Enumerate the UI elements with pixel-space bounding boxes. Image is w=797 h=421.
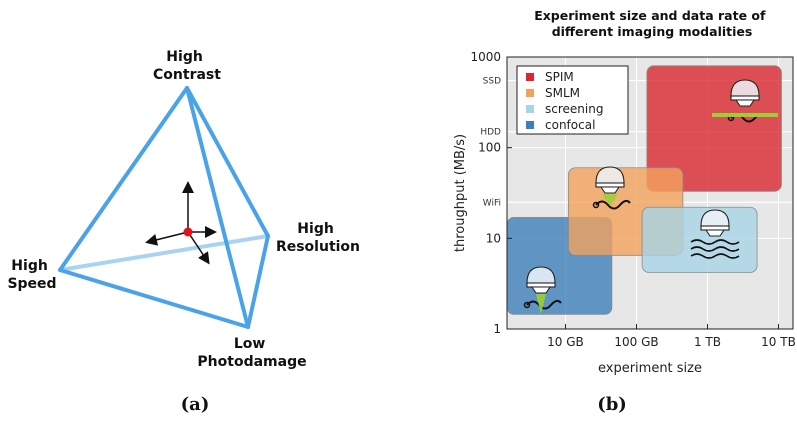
label-high-speed: High Speed	[7, 258, 56, 292]
label-top-1: High	[166, 49, 203, 65]
objective-tip	[704, 229, 726, 237]
label-bottom-1: Low	[234, 336, 266, 352]
label-left-2: Speed	[7, 276, 56, 292]
tetra-edge-left-bottom	[58, 268, 250, 329]
screening-microscope-icon	[690, 209, 740, 259]
reference-label: WiFi	[483, 198, 501, 208]
tetra-edge-back	[59, 234, 269, 272]
x-tick-label: 1 TB	[694, 335, 721, 349]
label-right-2: Resolution	[276, 239, 360, 255]
sample-worm	[690, 239, 740, 245]
sample-worm	[690, 253, 740, 259]
label-right-1: High	[297, 221, 334, 237]
tetra-edge-right-bottom	[246, 234, 270, 329]
confocal-light-cone	[536, 294, 546, 314]
y-axis-label: throughput (MB/s)	[453, 134, 468, 252]
x-tick-label: 10 TB	[761, 335, 796, 349]
label-high-resolution: High Resolution	[276, 221, 360, 255]
sample-worm	[690, 246, 740, 252]
caption-b: (b)	[597, 394, 627, 415]
arrow-down	[187, 231, 210, 265]
objective-ring	[595, 182, 625, 188]
y-tick-label: 1000	[470, 50, 501, 64]
label-bottom-2: Photodamage	[197, 354, 306, 370]
tetra-edge-top-bottom	[185, 86, 250, 329]
chart-title-line-1: Experiment size and data rate of	[534, 8, 766, 23]
reference-label: SSD	[483, 77, 501, 87]
axis-arrows	[145, 181, 217, 265]
sample-worm	[595, 199, 631, 210]
panel-b-chart: Experiment size and data rate of differe…	[453, 8, 796, 415]
objective-body	[700, 209, 730, 227]
objective-tip	[530, 286, 552, 294]
legend: SPIM SMLM screening confocal	[516, 65, 629, 135]
label-top-2: Contrast	[153, 67, 221, 83]
objective-tip	[599, 186, 621, 194]
y-tick-label: 1	[493, 322, 501, 336]
x-tick-label: 10 GB	[547, 335, 584, 349]
legend-label-spim: SPIM	[545, 70, 574, 84]
confocal-microscope-icon	[523, 266, 562, 310]
center-dot	[183, 227, 193, 237]
objective-ring	[730, 95, 760, 101]
x-axis-label: experiment size	[598, 361, 702, 376]
legend-box	[516, 65, 629, 135]
objective-body	[595, 166, 625, 184]
arrow-left	[145, 231, 189, 246]
sample-head	[523, 301, 531, 309]
caption-a: (a)	[181, 394, 210, 415]
chart-title-line-2: different imaging modalities	[552, 24, 753, 39]
legend-swatch-smlm	[526, 89, 534, 97]
smlm-light-cone	[602, 194, 618, 206]
label-high-contrast: High Contrast	[153, 49, 221, 83]
label-left-1: High	[11, 258, 48, 274]
tetra-edge-top-right	[185, 86, 270, 238]
objective-ring	[700, 225, 730, 231]
sample-worm	[526, 299, 562, 310]
microscope-icons	[523, 79, 778, 314]
y-ticks: 1 10 100 1000	[470, 50, 512, 336]
objective-ring	[526, 282, 556, 288]
label-low-photodamage: Low Photodamage	[197, 336, 306, 370]
legend-label-confocal: confocal	[545, 118, 595, 132]
smlm-microscope-icon	[592, 166, 631, 210]
objective-tip	[734, 99, 756, 107]
legend-label-screening: screening	[545, 102, 603, 116]
legend-swatch-screening	[526, 105, 534, 113]
y-tick-label: 100	[478, 141, 501, 155]
legend-swatch-spim	[526, 73, 534, 81]
legend-label-smlm: SMLM	[545, 86, 580, 100]
panel-a-tetrahedron: High Contrast High Resolution High Speed…	[7, 49, 360, 415]
spim-microscope-icon	[727, 79, 766, 123]
plot-frame	[506, 56, 794, 330]
tetra-edge-top-left	[58, 86, 189, 272]
y-tick-label: 10	[486, 231, 501, 245]
objective-body	[730, 79, 760, 97]
sample-head	[592, 201, 600, 209]
x-ticks: 10 GB 100 GB 1 TB 10 TB	[547, 324, 796, 349]
legend-swatch-confocal	[526, 121, 534, 129]
reference-label: HDD	[480, 128, 501, 138]
x-tick-label: 100 GB	[614, 335, 658, 349]
objective-body	[526, 266, 556, 284]
chart-title: Experiment size and data rate of differe…	[534, 8, 770, 39]
